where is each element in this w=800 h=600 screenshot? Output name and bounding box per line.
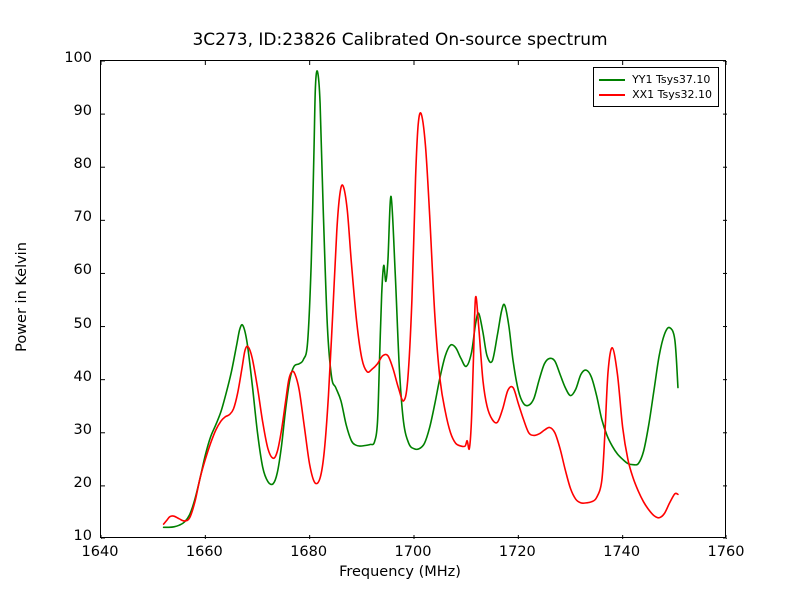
- legend-swatch-xx1: [599, 93, 626, 96]
- plot-area: YY1 Tsys37.10 XX1 Tsys32.10: [100, 60, 727, 539]
- y-tick-label: 20: [73, 474, 92, 491]
- plot-svg: [101, 61, 727, 539]
- x-tick-label: 1700: [394, 544, 432, 560]
- y-tick-label: 70: [73, 209, 92, 226]
- y-tick-label: 80: [73, 156, 92, 173]
- x-tick-label: 1720: [498, 544, 536, 560]
- legend-entry-xx1: XX1 Tsys32.10: [599, 87, 712, 102]
- series-line-xx1: [162, 111, 679, 525]
- y-axis-label: Power in Kelvin: [14, 242, 30, 352]
- y-tick-label: 30: [73, 421, 92, 438]
- x-tick-label: 1740: [603, 544, 641, 560]
- x-tick-label: 1660: [185, 544, 223, 560]
- x-tick-label: 1680: [290, 544, 328, 560]
- axis-ticks-layer: [101, 61, 727, 539]
- chart-title: 3C273, ID:23826 Calibrated On-source spe…: [192, 30, 608, 50]
- y-tick-label: 40: [73, 368, 92, 385]
- y-tick-label: 90: [73, 103, 92, 120]
- series-line-yy1: [162, 70, 679, 529]
- y-tick-label: 10: [73, 528, 92, 544]
- x-tick-label: 1760: [707, 544, 745, 560]
- x-axis-label: Frequency (MHz): [339, 564, 461, 580]
- y-tick-label: 100: [64, 50, 92, 66]
- legend-entry-yy1: YY1 Tsys37.10: [599, 72, 712, 87]
- legend-label-xx1: XX1 Tsys32.10: [632, 88, 712, 101]
- legend-label-yy1: YY1 Tsys37.10: [632, 73, 711, 86]
- legend-swatch-yy1: [599, 78, 626, 81]
- legend: YY1 Tsys37.10 XX1 Tsys32.10: [593, 67, 719, 107]
- y-tick-label: 50: [73, 315, 92, 332]
- y-tick-label: 60: [73, 262, 92, 279]
- x-tick-label: 1640: [81, 544, 119, 560]
- series-layer: [162, 70, 679, 529]
